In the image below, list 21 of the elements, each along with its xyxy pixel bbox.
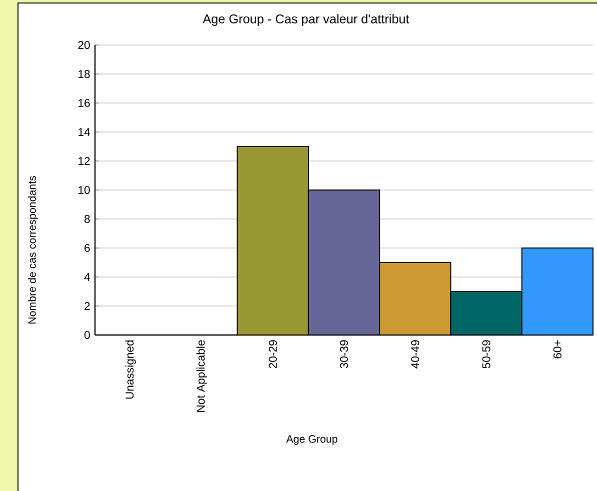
y-axis-title: Nombre de cas correspondants: [28, 176, 38, 324]
y-tick-label: 8: [84, 214, 90, 223]
y-tick-label: 10: [78, 186, 90, 194]
x-tick-label: 20-29: [268, 340, 277, 368]
y-tick-label: 0: [84, 330, 90, 339]
x-tick-label: Not Applicable: [196, 340, 207, 412]
y-tick-label: 16: [78, 98, 90, 107]
y-tick-label: 4: [84, 273, 90, 281]
x-axis-title: Age Group: [286, 435, 338, 445]
x-tick-label: Unassigned: [125, 340, 136, 399]
x-tick-label: 50-59: [482, 340, 490, 368]
y-tick-label: 6: [84, 244, 90, 252]
x-tick-label: 30-39: [340, 340, 348, 368]
y-tick-label: 14: [78, 128, 90, 136]
y-tick-label: 2: [84, 302, 90, 310]
y-tick-label: 20: [78, 40, 90, 49]
y-tick-label: 18: [78, 70, 90, 78]
x-tick-label: 40-49: [411, 340, 420, 368]
x-tick-label: 60+: [553, 340, 562, 358]
chart-title: Age Group - Cas par valeur d'attribut: [202, 14, 410, 26]
y-tick-label: 12: [78, 157, 90, 165]
